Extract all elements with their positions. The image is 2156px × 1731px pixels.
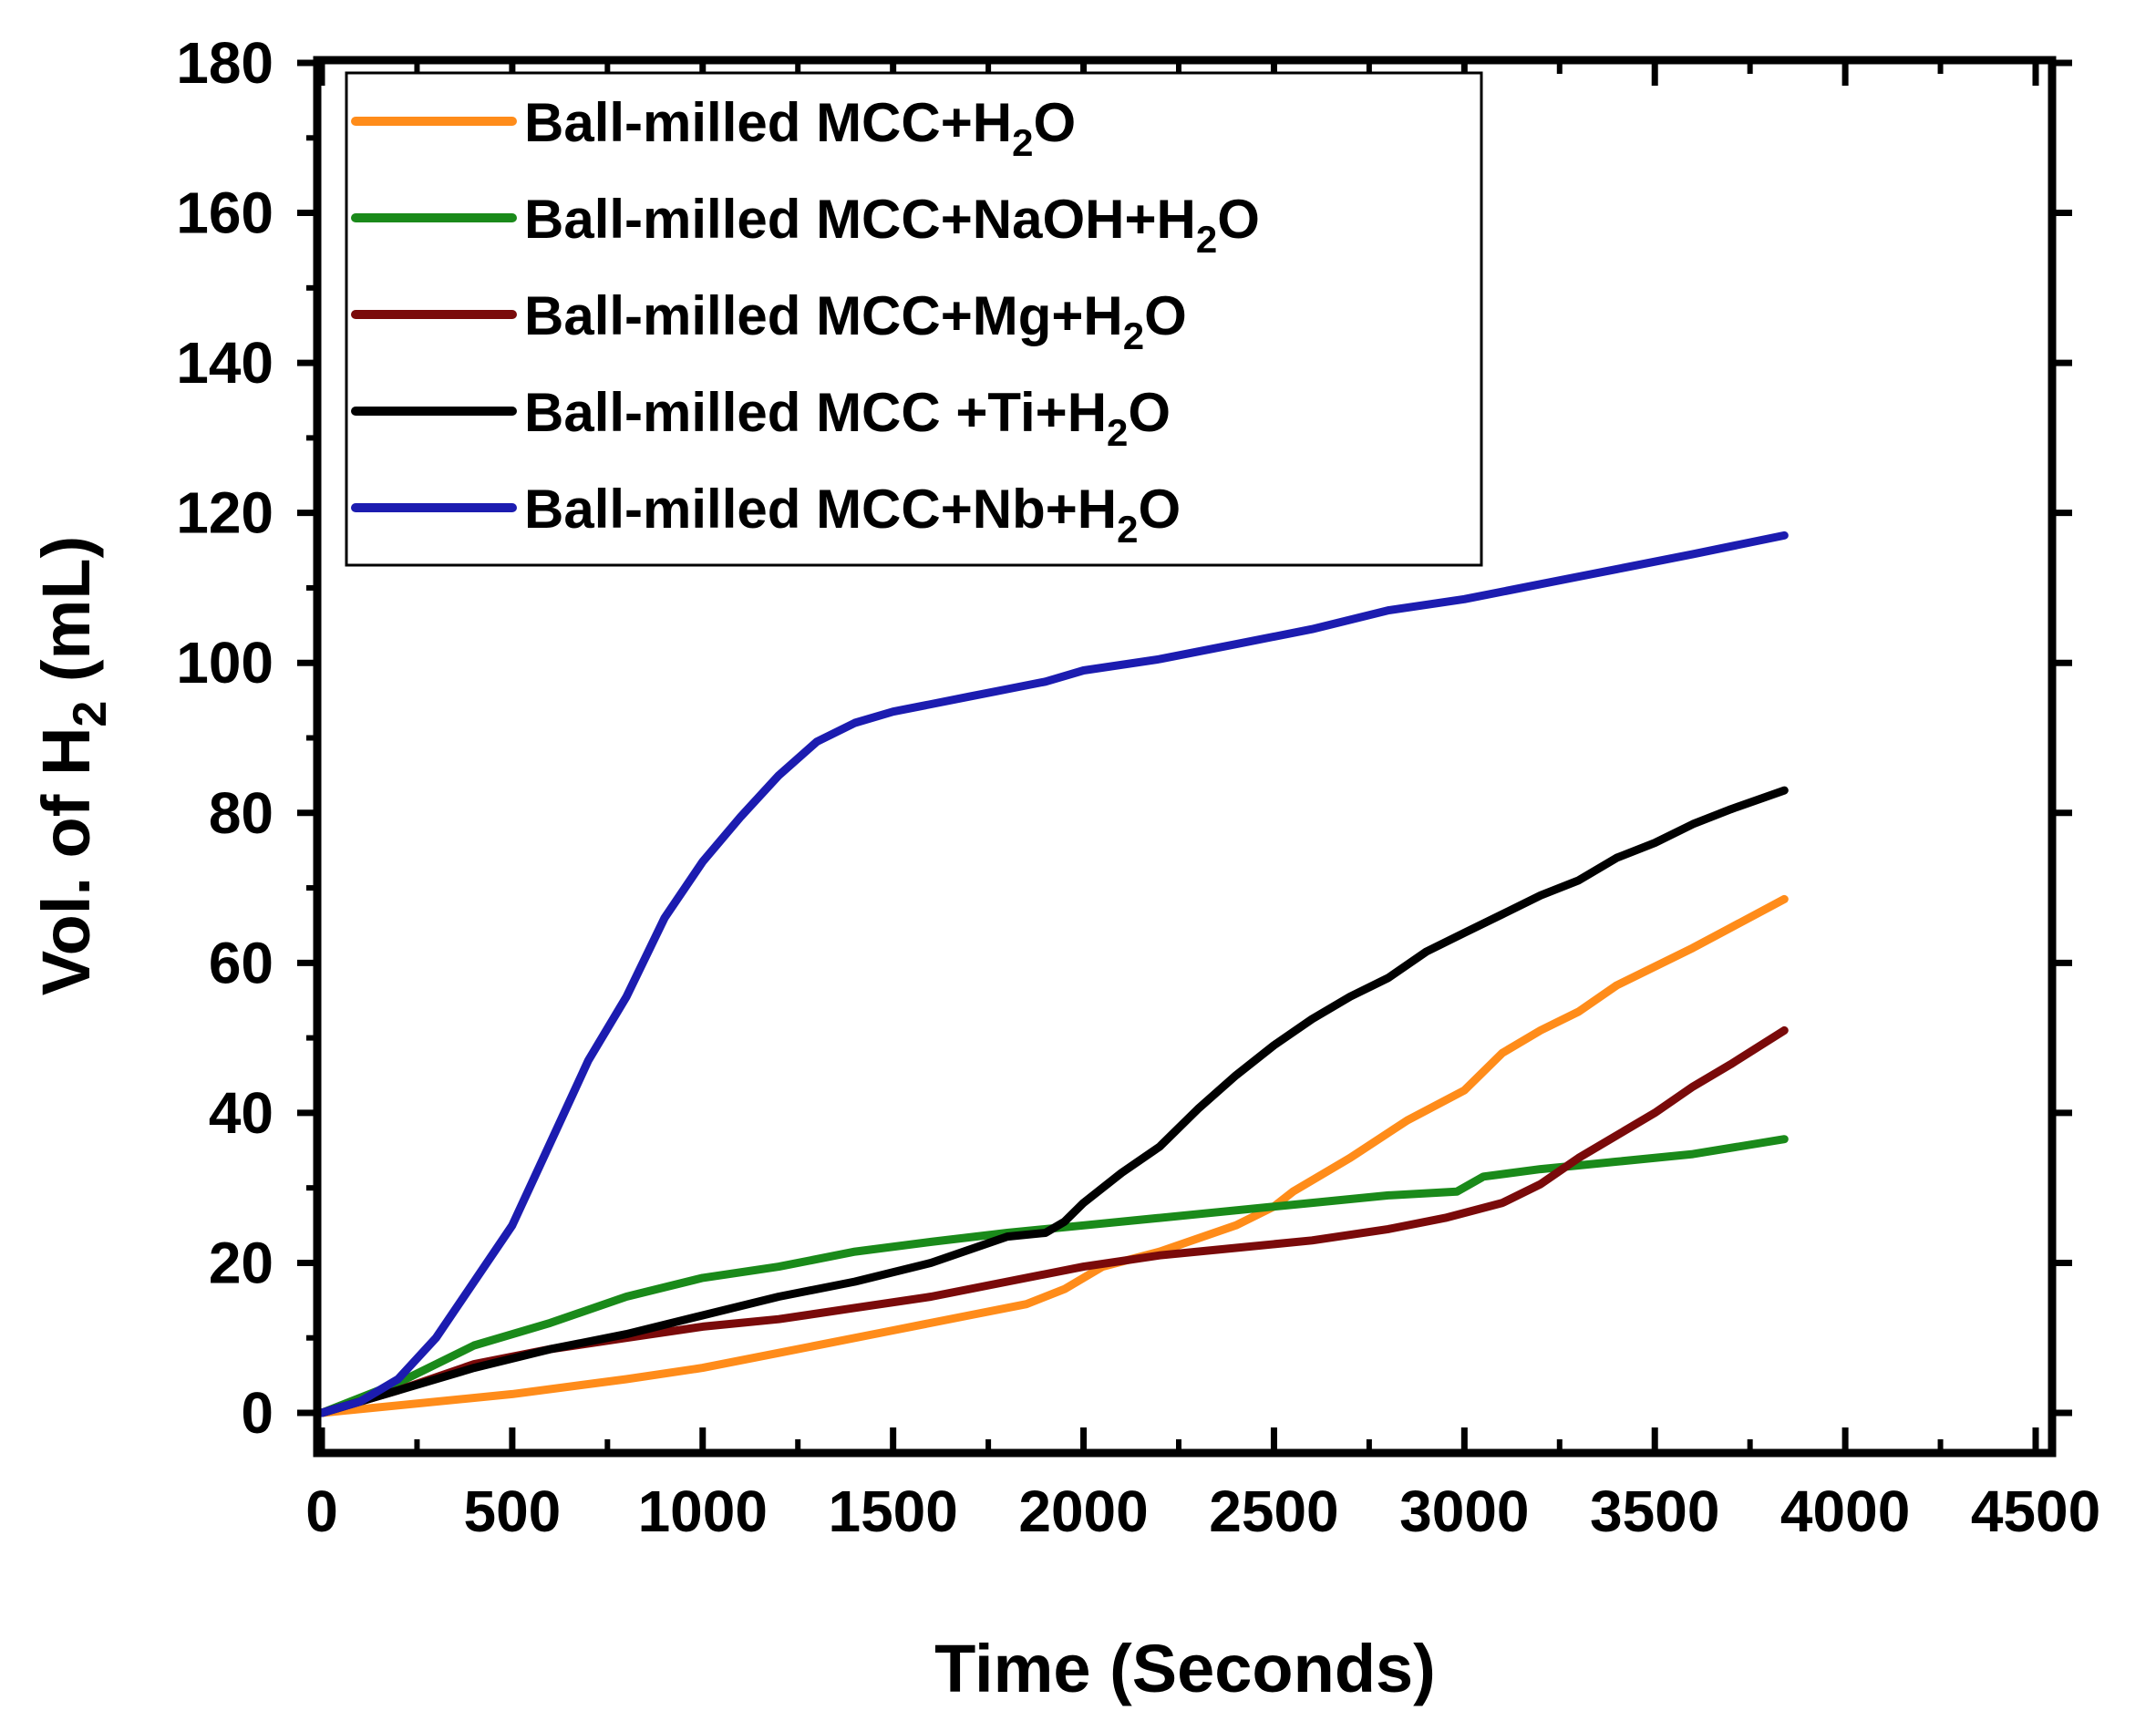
legend-label-subscript: 2 bbox=[1107, 411, 1128, 454]
y-tick-label: 140 bbox=[176, 330, 273, 396]
legend-label: Ball-milled MCC+H2O bbox=[524, 92, 1076, 164]
y-axis-title-tail: (mL) bbox=[28, 536, 104, 701]
y-tick-label: 100 bbox=[176, 630, 273, 695]
series-layer bbox=[317, 531, 1789, 1417]
y-tick-label: 180 bbox=[176, 30, 273, 96]
x-tick-label: 1000 bbox=[638, 1479, 768, 1544]
legend-label-main: Ball-milled MCC +Ti+H bbox=[524, 382, 1107, 443]
x-tick-label: 4000 bbox=[1780, 1479, 1910, 1544]
y-tick-label: 80 bbox=[209, 780, 273, 846]
x-tick-labels: 0 500 1000 1500 2000 2500 3000 3500 4000 4500 bbox=[305, 1479, 2100, 1544]
y-axis-title-subscript: 2 bbox=[64, 701, 117, 727]
x-axis-title: Time (Seconds) bbox=[934, 1631, 1436, 1706]
series-line bbox=[317, 1135, 1789, 1417]
x-tick-label: 3500 bbox=[1590, 1479, 1719, 1544]
legend-label-main: Ball-milled MCC+H bbox=[524, 92, 1012, 153]
x-tick-label: 2000 bbox=[1018, 1479, 1148, 1544]
y-tick-label: 20 bbox=[209, 1230, 273, 1295]
x-tick-label: 1500 bbox=[828, 1479, 957, 1544]
legend-label: Ball-milled MCC+Nb+H2O bbox=[524, 479, 1181, 551]
legend-label-tail: O bbox=[1217, 189, 1260, 250]
series-line bbox=[317, 786, 1789, 1417]
y-tick-label: 160 bbox=[176, 180, 273, 246]
legend-label-tail: O bbox=[1138, 479, 1181, 540]
legend-box bbox=[345, 71, 1483, 567]
legend-label-main: Ball-milled MCC+Mg+H bbox=[524, 285, 1123, 346]
y-tick-label: 120 bbox=[176, 480, 273, 546]
x-tick-label: 4500 bbox=[1971, 1479, 2100, 1544]
legend-label-subscript: 2 bbox=[1123, 314, 1144, 357]
plot-frame bbox=[313, 56, 2057, 1458]
x-tick-label: 0 bbox=[305, 1479, 338, 1544]
legend-label: Ball-milled MCC+Mg+H2O bbox=[524, 285, 1187, 357]
x-tick-label: 500 bbox=[463, 1479, 561, 1544]
y-tick-label: 60 bbox=[209, 930, 273, 995]
legend-label-main: Ball-milled MCC+Nb+H bbox=[524, 479, 1117, 540]
legend-label-tail: O bbox=[1144, 285, 1187, 346]
y-tick-label: 40 bbox=[209, 1080, 273, 1146]
y-axis-title-main: Vol. of H bbox=[28, 727, 104, 996]
x-tick-label: 2500 bbox=[1209, 1479, 1338, 1544]
legend-label-tail: O bbox=[1128, 382, 1171, 443]
legend-label-main: Ball-milled MCC+NaOH+H bbox=[524, 189, 1196, 250]
series-line bbox=[317, 894, 1789, 1417]
y-tick-label: 0 bbox=[241, 1380, 273, 1446]
series-line bbox=[317, 531, 1789, 1417]
legend-label: Ball-milled MCC+NaOH+H2O bbox=[524, 189, 1260, 261]
legend-label-subscript: 2 bbox=[1196, 218, 1217, 261]
legend-label-subscript: 2 bbox=[1012, 121, 1033, 164]
y-axis-title: Vol. of H2 (mL) bbox=[28, 536, 117, 995]
legend-label-subscript: 2 bbox=[1117, 508, 1138, 551]
legend-label-tail: O bbox=[1033, 92, 1076, 153]
x-tick-label: 3000 bbox=[1399, 1479, 1529, 1544]
legend-label: Ball-milled MCC +Ti+H2O bbox=[524, 382, 1171, 454]
y-tick-labels: 0 20 40 60 80 100 120 140 160 180 bbox=[176, 30, 273, 1446]
